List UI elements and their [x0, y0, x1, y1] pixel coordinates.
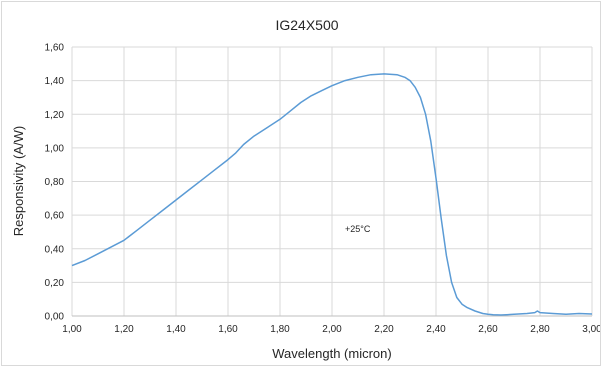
y-tick-label-6: 1,20 [45, 110, 65, 121]
y-tick-label-8: 1,60 [45, 43, 65, 54]
chart-title: IG24X500 [275, 17, 338, 33]
x-tick-label-2: 1,40 [166, 324, 186, 335]
x-axis-label: Wavelength (micron) [272, 346, 391, 361]
x-tick-label-7: 2,40 [426, 324, 446, 335]
y-tick-label-0: 0,00 [45, 312, 65, 323]
x-tick-label-8: 2,60 [478, 324, 498, 335]
x-tick-label-0: 1,00 [62, 324, 82, 335]
x-tick-label-1: 1,20 [114, 324, 134, 335]
series-layer [71, 73, 593, 316]
x-tick-label-10: 3,00 [582, 324, 600, 335]
y-tick-label-1: 0,20 [45, 278, 65, 289]
y-tick-label-7: 1,40 [45, 76, 65, 87]
temperature-annotation: +25°C [345, 224, 371, 234]
responsivity-chart: IG24X500 0,00 0,20 0,40 0,60 0,80 1,00 1,20 1,4… [11, 17, 603, 361]
x-tick-label-5: 2,00 [322, 324, 342, 335]
y-tick-label-3: 0,60 [45, 211, 65, 222]
y-tick-label-4: 0,80 [45, 177, 65, 188]
x-tick-label-4: 1,80 [270, 324, 290, 335]
y-tick-label-2: 0,40 [45, 244, 65, 255]
y-tick-label-5: 1,00 [45, 143, 65, 154]
series-line-0 [71, 73, 593, 316]
x-tick-label-6: 2,20 [374, 324, 394, 335]
grid-lines [71, 46, 593, 317]
tick-labels: 0,00 0,20 0,40 0,60 0,80 1,00 1,20 1,40 1,60 1,00… [45, 43, 603, 336]
x-tick-label-9: 2,80 [530, 324, 550, 335]
y-axis-label: Responsivity (A/W) [11, 126, 26, 237]
x-tick-label-3: 1,60 [218, 324, 238, 335]
